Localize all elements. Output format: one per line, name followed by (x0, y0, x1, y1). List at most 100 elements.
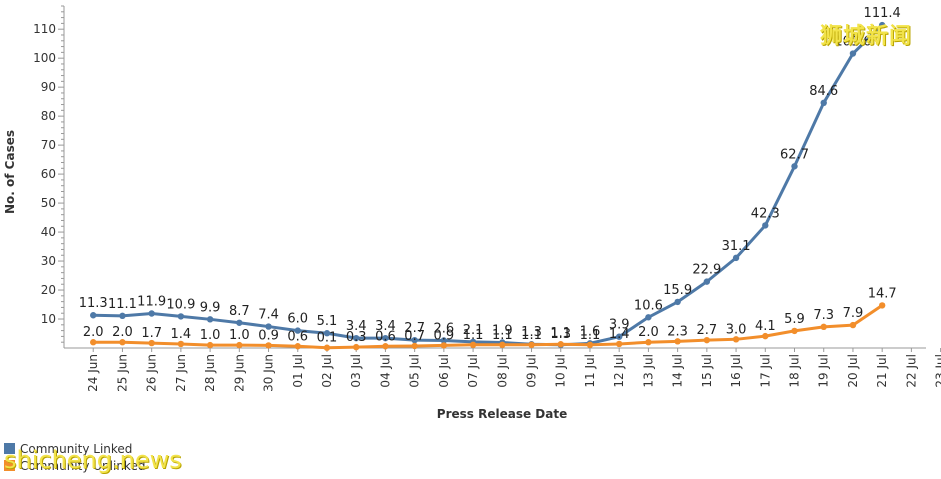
data-label: 101.6 (834, 35, 871, 50)
y-tick-label: 80 (41, 109, 56, 123)
y-tick-label: 60 (41, 167, 56, 181)
x-tick-label: 26 Jun (145, 354, 159, 392)
data-label: 1.6 (580, 324, 601, 339)
data-label: 10.9 (166, 297, 195, 312)
data-label: 3.0 (726, 322, 747, 337)
series-layer: 11.3 11.1 11.9 10.9 9.9 8.7 7.4 6.0 5.1 3.4 3.4 2.7… (79, 6, 901, 351)
data-point (148, 339, 155, 347)
x-tick-label: 12 Jul (612, 354, 626, 388)
x-tick-label: 09 Jul (525, 354, 539, 388)
data-label: 1.3 (550, 327, 571, 342)
data-label: 0.6 (287, 329, 308, 344)
y-tick-label: 10 (41, 312, 56, 326)
x-tick-label: 18 Jul (788, 354, 802, 388)
data-label: 5.1 (317, 314, 338, 329)
data-point (586, 341, 594, 349)
data-point (119, 339, 126, 346)
data-point (440, 342, 448, 349)
data-point (382, 343, 389, 350)
data-point (849, 321, 857, 329)
y-axis-title: No. of Cases (3, 130, 17, 214)
x-tick-label: 08 Jul (495, 354, 509, 388)
x-tick-label: 14 Jul (671, 354, 685, 388)
y-tick-label: 20 (41, 283, 56, 297)
legend-swatch-community-linked (4, 443, 15, 454)
y-tick-label: 100 (33, 51, 56, 65)
data-label: 84.6 (809, 84, 838, 99)
data-point (645, 314, 652, 321)
x-axis: 24 Jun 25 Jun 26 Jun 27 Jun 28 Jun 29 Jun 30 J… (64, 347, 941, 392)
data-point (645, 339, 652, 346)
data-label: 6.0 (287, 312, 308, 327)
data-point (265, 342, 272, 349)
data-label: 10.6 (634, 298, 663, 313)
data-point (294, 343, 301, 350)
x-tick-label: 21 Jul (875, 354, 889, 388)
data-label: 1.0 (200, 328, 221, 343)
data-point (382, 334, 389, 342)
data-label: 3.4 (375, 319, 396, 334)
data-label: 7.3 (813, 308, 834, 323)
x-tick-label: 10 Jul (554, 354, 568, 388)
y-tick-label: 30 (41, 254, 56, 268)
data-label: 1.1 (492, 328, 513, 343)
data-point (236, 319, 243, 326)
data-label: 2.7 (697, 323, 718, 338)
data-point (177, 313, 185, 320)
data-label: 3.9 (609, 318, 630, 333)
legend-label-community-unlinked: Community Unlinked (20, 458, 146, 473)
data-point (177, 340, 185, 348)
series-line-0 (93, 24, 884, 347)
data-label: 1.1 (580, 328, 601, 343)
x-tick-label: 22 Jul (904, 354, 918, 388)
data-label: 1.0 (229, 328, 250, 343)
data-point (323, 330, 331, 337)
data-point (878, 302, 886, 309)
data-label: 2.6 (434, 321, 455, 336)
data-label: 111.4 (864, 6, 901, 21)
data-label: 0.6 (375, 329, 396, 344)
y-tick-label: 90 (41, 80, 56, 94)
data-point (557, 341, 564, 348)
x-tick-label: 29 Jun (232, 354, 246, 392)
data-label: 0.1 (317, 331, 338, 346)
x-tick-label: 30 Jun (262, 354, 276, 392)
data-label: 5.9 (784, 312, 805, 327)
data-point (791, 163, 798, 170)
data-point (469, 341, 477, 349)
data-point (236, 341, 243, 349)
data-label: 1.7 (141, 326, 162, 341)
data-point (615, 333, 623, 340)
data-point (674, 338, 681, 345)
x-tick-label: 17 Jul (758, 354, 772, 388)
x-tick-label: 07 Jul (466, 354, 480, 388)
data-label: 11.3 (79, 296, 108, 311)
data-label: 14.7 (868, 286, 897, 301)
data-label: 7.4 (258, 308, 279, 323)
legend-item-community-unlinked[interactable]: Community Unlinked (4, 457, 145, 474)
data-point (762, 222, 769, 229)
data-label: 2.7 (404, 321, 425, 336)
x-tick-label: 01 Jul (291, 354, 305, 388)
data-label: 2.0 (112, 325, 133, 340)
data-label: 7.9 (843, 306, 864, 321)
data-point (674, 298, 681, 306)
y-tick-label: 70 (41, 138, 56, 152)
legend-item-community-linked[interactable]: Community Linked (4, 440, 145, 457)
data-point (499, 341, 506, 349)
x-tick-label: 04 Jul (378, 354, 392, 388)
data-point (90, 312, 97, 319)
x-tick-label: 05 Jul (408, 354, 422, 388)
data-label: 3.4 (346, 319, 367, 334)
data-label: 0.3 (346, 330, 367, 345)
data-point (206, 316, 214, 323)
series-line-1 (93, 304, 884, 350)
data-label: 31.1 (722, 239, 751, 254)
x-tick-label: 23 Jul (934, 354, 941, 388)
data-label: 1.9 (492, 323, 513, 338)
data-label: 4.1 (755, 319, 776, 334)
x-tick-label: 02 Jul (320, 354, 334, 388)
data-label: 2.0 (638, 325, 659, 340)
y-tick-label: 50 (41, 196, 56, 210)
data-point (206, 341, 214, 349)
